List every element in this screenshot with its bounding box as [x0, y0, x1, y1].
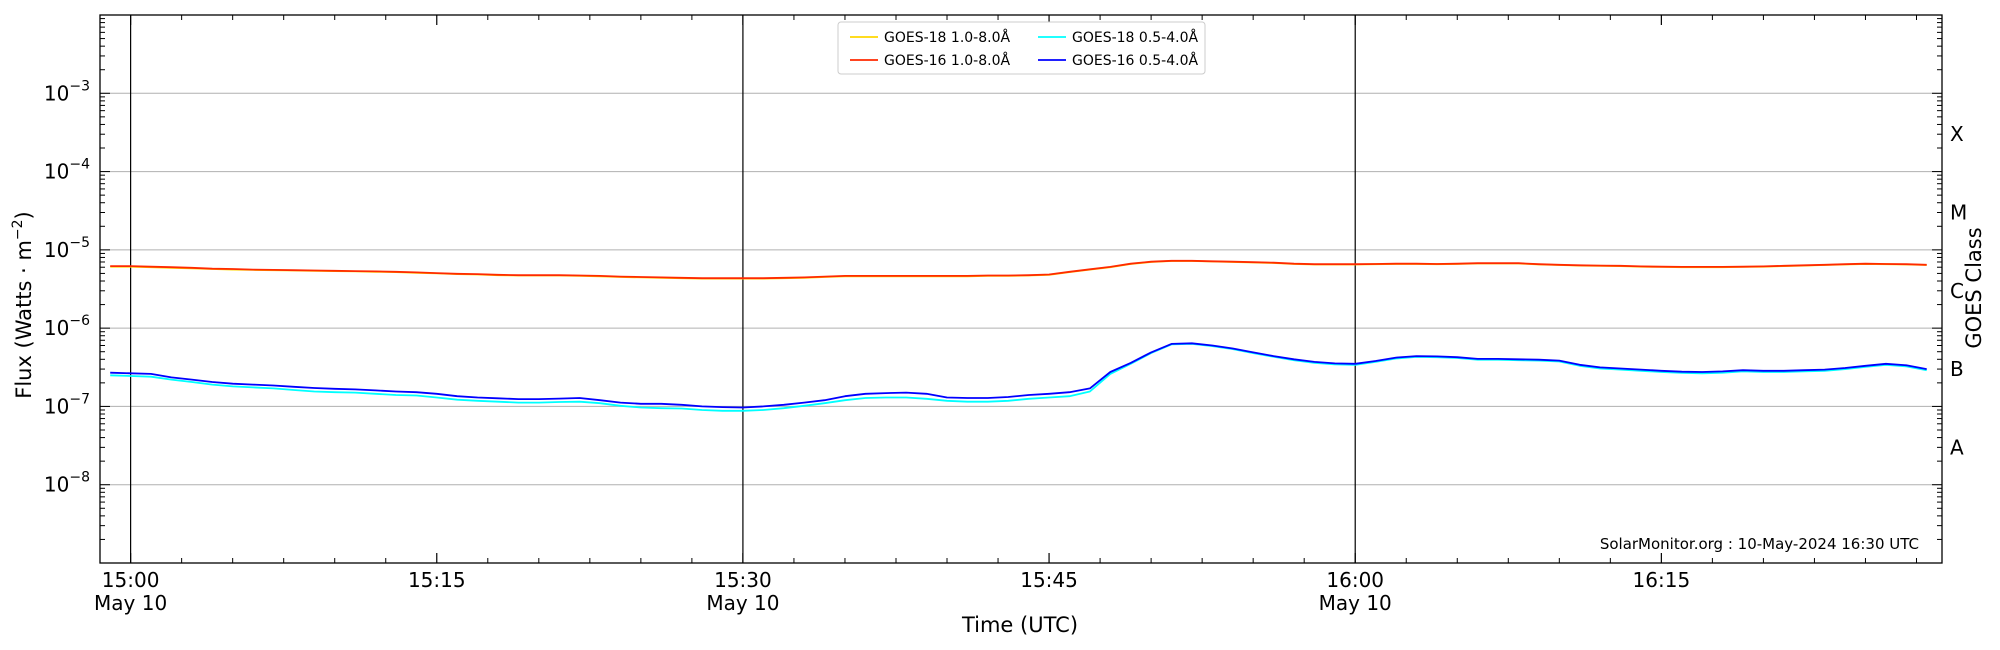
y-tick-label: 10−8 [44, 470, 90, 497]
x-axis-label: Time (UTC) [961, 613, 1078, 637]
day-hour-lines [130, 15, 1356, 563]
goes-class-label: B [1950, 357, 1964, 381]
axis-ticks [100, 15, 1942, 564]
y-tick-label-exponent: −8 [69, 470, 90, 486]
goes-class-label: M [1950, 201, 1967, 225]
y-tick-label-base: 10 [44, 81, 69, 105]
series-line-1 [110, 343, 1927, 412]
y-tick-label: 10−3 [44, 78, 90, 105]
y-tick-label-exponent: −5 [69, 235, 90, 251]
legend: GOES-18 1.0-8.0Å GOES-16 1.0-8.0Å GOES-18 … [837, 21, 1206, 75]
y-tick-label-base: 10 [44, 316, 69, 340]
y-tick-label: 10−4 [44, 157, 90, 184]
y-axis-label-superscript: −2 [10, 219, 26, 240]
y-tick-label-base: 10 [44, 160, 69, 184]
x-tick-label-time: 16:00 [1326, 568, 1384, 592]
series-line-2 [110, 259, 1927, 280]
series-line-3 [110, 342, 1927, 409]
goes-class-label: X [1950, 122, 1964, 146]
legend-label: GOES-18 0.5-4.0Å [1072, 29, 1198, 46]
x-tick-label-time: 15:30 [714, 568, 772, 592]
y-axis-label-close: ) [12, 211, 36, 219]
y-axis-label: Flux (Watts · m−2) [10, 211, 36, 399]
y-tick-label-base: 10 [44, 238, 69, 262]
series-lines [110, 259, 1927, 412]
x-tick-label-time: 15:00 [102, 568, 160, 592]
x-tick-label-date: May 10 [706, 591, 779, 615]
legend-label: GOES-18 1.0-8.0Å [884, 29, 1010, 46]
y-tick-label: 10−7 [44, 391, 90, 418]
y-tick-labels: 10−810−710−610−510−410−3 [44, 78, 90, 496]
goes-class-label: A [1950, 435, 1964, 459]
goes-class-labels: A B C M X [1950, 122, 1967, 459]
y-tick-label: 10−6 [44, 313, 90, 340]
y-tick-label-base: 10 [44, 394, 69, 418]
y-tick-label-exponent: −4 [69, 157, 90, 173]
grid-lines [100, 92, 1942, 486]
x-tick-label-date: May 10 [1319, 591, 1392, 615]
goes-class-label: C [1950, 279, 1964, 303]
legend-label: GOES-16 1.0-8.0Å [884, 52, 1010, 69]
x-tick-label-time: 15:45 [1020, 568, 1078, 592]
plot-frame [99, 14, 1943, 564]
x-tick-label-date: May 10 [94, 591, 167, 615]
y-tick-label-exponent: −6 [69, 313, 90, 329]
y-tick-label-exponent: −7 [69, 391, 90, 407]
goes-class-axis-label: GOES Class [1962, 227, 1986, 348]
x-tick-label-time: 15:15 [408, 568, 466, 592]
credit-text: SolarMonitor.org : 10-May-2024 16:30 UTC [1600, 535, 1919, 553]
y-tick-label-exponent: −3 [69, 78, 90, 94]
legend-box [837, 21, 1206, 75]
x-tick-label-time: 16:15 [1633, 568, 1691, 592]
legend-label: GOES-16 0.5-4.0Å [1072, 52, 1198, 69]
y-tick-label-base: 10 [44, 473, 69, 497]
y-tick-label: 10−5 [44, 235, 90, 262]
y-axis-label-main: Flux (Watts · m [12, 240, 36, 399]
